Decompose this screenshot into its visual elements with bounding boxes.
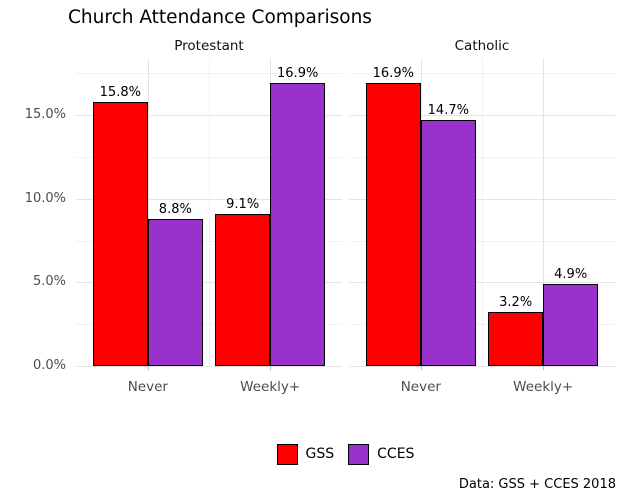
bar-gss-catholic-weekly (488, 312, 544, 366)
grid-line-major (349, 366, 615, 367)
x-tick-label-never: Never (400, 379, 441, 395)
x-tick-label-never: Never (127, 379, 168, 395)
x-tick-label-weekly: Weekly+ (240, 379, 301, 395)
legend-swatch-gss (276, 443, 298, 465)
legend-swatch-cces (348, 443, 370, 465)
grid-line-major (76, 366, 342, 367)
y-tick-label: 5.0% (32, 274, 66, 290)
legend-label-gss: GSS (305, 446, 335, 462)
grid-line-minor-vertical (209, 58, 210, 366)
bar-value-label-cces-catholic-weekly: 4.9% (554, 267, 588, 282)
x-axis-tick (270, 366, 272, 370)
bar-gss-catholic-never (365, 83, 421, 366)
legend: GSS CCES (76, 443, 615, 465)
bar-cces-protestant-never (147, 219, 203, 366)
y-tick-label: 15.0% (24, 107, 66, 123)
bar-gss-protestant-never (92, 102, 148, 366)
y-tick-label: 10.0% (24, 190, 66, 206)
bar-value-label-gss-catholic-never: 16.9% (372, 66, 414, 81)
x-tick-label-weekly: Weekly+ (513, 379, 574, 395)
grid-line-minor-vertical (482, 58, 483, 366)
bar-value-label-gss-protestant-never: 15.8% (99, 85, 141, 100)
bar-value-label-gss-catholic-weekly: 3.2% (499, 295, 533, 310)
caption: Data: GSS + CCES 2018 (458, 477, 616, 492)
bar-cces-catholic-never (420, 120, 476, 366)
x-axis-tick (147, 366, 149, 370)
chart-title: Church Attendance Comparisons (68, 7, 372, 28)
bar-value-label-cces-protestant-never: 8.8% (158, 202, 192, 217)
facet-strip-protestant: Protestant (174, 38, 244, 54)
bar-cces-catholic-weekly (543, 284, 599, 366)
bar-value-label-gss-protestant-weekly: 9.1% (226, 197, 260, 212)
bar-gss-protestant-weekly (215, 214, 271, 366)
grid-line-major-vertical (543, 58, 545, 366)
bar-cces-protestant-weekly (270, 83, 326, 366)
x-axis-tick (543, 366, 545, 370)
bar-value-label-cces-catholic-never: 14.7% (427, 103, 469, 118)
legend-label-cces: CCES (377, 446, 415, 462)
bar-value-label-cces-protestant-weekly: 16.9% (277, 66, 319, 81)
facet-strip-catholic: Catholic (454, 38, 510, 54)
x-axis-tick (420, 366, 422, 370)
grid-line-major-vertical (147, 58, 149, 366)
y-tick-label: 0.0% (32, 358, 66, 373)
